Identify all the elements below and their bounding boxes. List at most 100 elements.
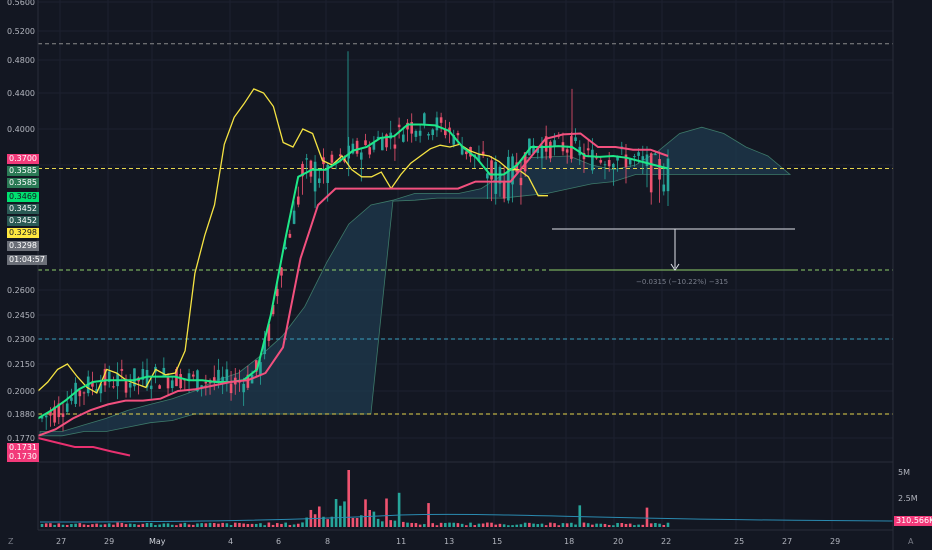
candle-body: [271, 304, 275, 315]
volume-bar: [233, 522, 237, 527]
volume-bar: [107, 523, 111, 527]
volume-bar: [305, 517, 308, 527]
candle-body: [519, 177, 523, 186]
measure-arrow-head: [670, 263, 680, 271]
price-tick: 0.4800: [7, 56, 35, 65]
volume-bar: [381, 521, 384, 527]
volume-bar: [141, 523, 145, 527]
candle-body: [435, 117, 439, 131]
volume-bar: [95, 523, 98, 527]
volume-bar: [532, 523, 535, 527]
volume-bar: [456, 523, 460, 527]
candle-body: [486, 173, 489, 179]
time-tick: 25: [734, 537, 745, 546]
volume-bar: [334, 499, 338, 527]
volume-bar: [414, 523, 418, 527]
volume-bar: [654, 522, 657, 527]
candle-body: [57, 403, 61, 418]
volume-bar: [557, 525, 561, 527]
volume-bar: [486, 522, 489, 527]
volume-bar: [326, 519, 329, 527]
volume-bar: [229, 525, 233, 527]
volume-bar: [301, 522, 304, 527]
candle-body: [553, 140, 556, 147]
candle-body: [78, 390, 82, 397]
volume-bar: [616, 522, 619, 527]
volume-bar: [523, 522, 527, 527]
volume-bar: [582, 522, 586, 527]
candle-body: [133, 368, 136, 387]
candle-body: [309, 160, 313, 177]
indicator-line: [37, 132, 669, 437]
candle-body: [288, 233, 292, 238]
price-badge: 0.3298: [7, 228, 39, 238]
volume-bar: [465, 525, 468, 527]
countdown-badge: 01:04:57: [7, 255, 47, 265]
candle-body: [372, 142, 376, 150]
volume-bar: [385, 498, 388, 527]
price-badge: 0.3585: [7, 178, 39, 188]
candle-body: [351, 143, 355, 154]
candle-body: [360, 152, 363, 160]
candle-body: [149, 385, 153, 390]
grid-lines: [38, 0, 893, 530]
candle-body: [246, 374, 250, 388]
measure-label: −0.0315 (−10.22%) −315: [636, 278, 729, 286]
volume-bar: [343, 501, 346, 527]
candle-body: [44, 415, 48, 418]
volume-bar: [91, 524, 94, 527]
price-tick: 0.2600: [7, 286, 35, 295]
volume-bar: [170, 524, 174, 527]
volume-bar: [368, 509, 372, 527]
volume-bar: [242, 523, 245, 527]
candle-body: [368, 147, 372, 155]
volume-bar: [494, 524, 498, 527]
volume-bar: [565, 523, 569, 527]
candle-body: [607, 160, 611, 167]
candle-body: [641, 156, 645, 161]
volume-bar: [498, 523, 502, 527]
indicator-line: [37, 123, 669, 420]
candle-body: [612, 163, 615, 168]
candle-body: [364, 140, 367, 146]
volume-bar: [179, 523, 182, 527]
auto-scale-icon[interactable]: A: [908, 537, 914, 546]
candle-body: [637, 152, 640, 156]
price-tick: 0.2150: [7, 360, 35, 369]
timezone-icon[interactable]: Z: [8, 537, 14, 546]
candle-body: [200, 385, 203, 389]
price-tick: 0.4400: [7, 89, 35, 98]
volume-bar: [662, 524, 666, 527]
volume-bar: [603, 523, 607, 527]
time-tick: May: [149, 537, 166, 546]
volume-bar: [624, 523, 628, 527]
volume-bar: [200, 523, 203, 527]
volume-bar: [473, 525, 477, 527]
volume-bar: [469, 522, 472, 527]
candle-body: [507, 156, 510, 201]
candle-body: [460, 146, 464, 155]
volume-bar: [544, 525, 548, 527]
volume-bar: [70, 524, 73, 527]
time-tick: 29: [104, 537, 115, 546]
volume-bar: [149, 523, 153, 527]
candle-body: [536, 147, 540, 153]
candle-body: [124, 378, 128, 393]
measure-tool[interactable]: [552, 228, 795, 271]
candle-body: [99, 383, 103, 394]
time-tick: 29: [830, 537, 841, 546]
candle-body: [61, 413, 65, 417]
volume-bar: [595, 523, 598, 527]
volume-bar: [372, 511, 376, 527]
volume-bar: [549, 522, 552, 527]
candle-body: [633, 156, 636, 158]
volume-bar: [338, 505, 342, 527]
volume-bar: [187, 524, 191, 527]
time-tick: 13: [444, 537, 455, 546]
volume-bar: [61, 524, 65, 527]
volume-bar: [645, 507, 649, 527]
volume-bar: [267, 522, 271, 527]
candle-body: [221, 376, 224, 383]
